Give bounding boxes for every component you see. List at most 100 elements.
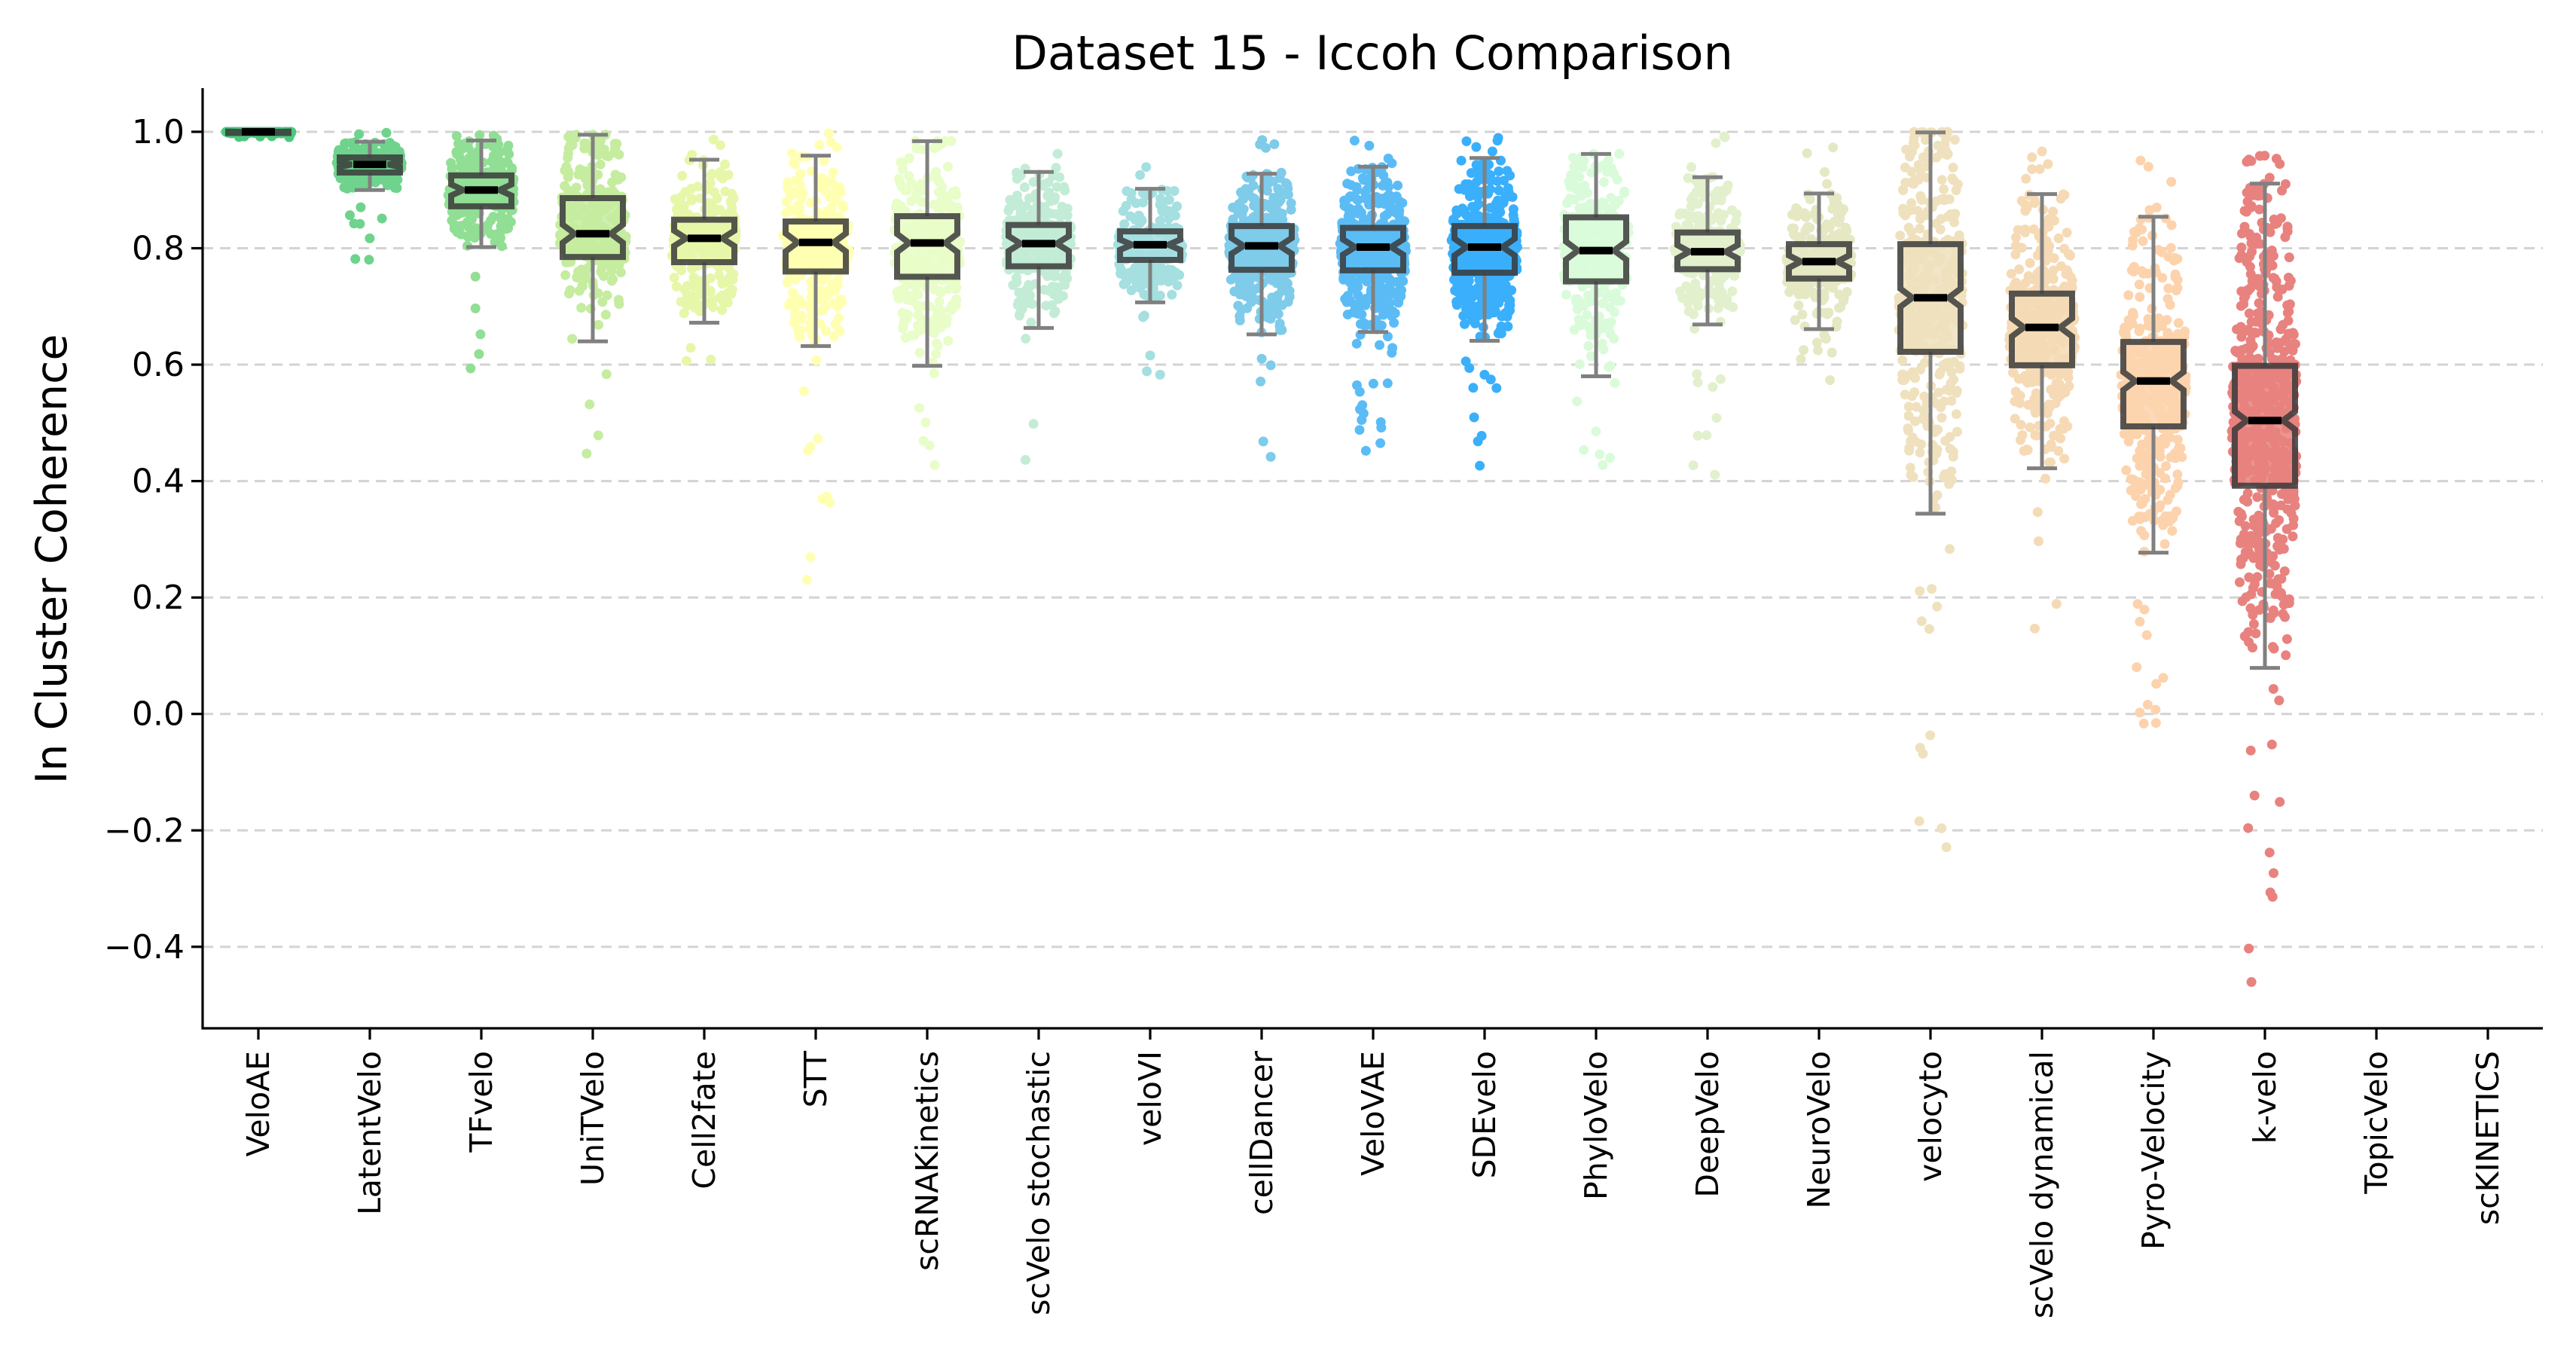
data-point bbox=[1360, 321, 1370, 331]
data-point bbox=[345, 210, 355, 221]
data-point bbox=[1710, 469, 1720, 480]
y-tick-label: 0.2 bbox=[132, 579, 185, 617]
data-point bbox=[1339, 200, 1350, 211]
data-point bbox=[1355, 404, 1365, 414]
data-point bbox=[612, 171, 622, 182]
data-point bbox=[1916, 195, 1927, 205]
data-point bbox=[1799, 208, 1810, 218]
data-point bbox=[356, 202, 366, 212]
data-point bbox=[1471, 142, 1482, 152]
data-point bbox=[1949, 356, 1959, 367]
data-point bbox=[679, 308, 689, 319]
data-point bbox=[708, 134, 719, 145]
data-point bbox=[1284, 292, 1295, 302]
data-point bbox=[1242, 271, 1252, 282]
data-point bbox=[1155, 369, 1165, 380]
data-point bbox=[1606, 193, 1616, 203]
data-point bbox=[1952, 386, 1962, 396]
chart-title: Dataset 15 - Iccoh Comparison bbox=[1012, 26, 1733, 81]
data-point bbox=[475, 130, 485, 140]
data-point bbox=[1786, 284, 1796, 295]
data-point bbox=[1906, 166, 1917, 177]
data-point bbox=[706, 170, 716, 181]
data-point bbox=[1946, 475, 1957, 485]
data-point bbox=[1028, 419, 1039, 429]
data-point bbox=[1268, 193, 1279, 203]
data-point bbox=[1471, 309, 1482, 319]
data-point bbox=[1494, 326, 1505, 337]
data-point bbox=[931, 166, 942, 177]
data-point bbox=[1234, 275, 1244, 285]
data-point bbox=[1915, 447, 1925, 458]
data-point bbox=[612, 139, 622, 149]
data-point bbox=[470, 271, 481, 282]
data-point bbox=[1342, 292, 1353, 302]
data-point bbox=[1468, 383, 1479, 393]
data-point bbox=[486, 215, 496, 226]
data-point bbox=[1349, 136, 1360, 146]
data-point bbox=[932, 312, 943, 322]
data-point bbox=[1934, 369, 1945, 380]
data-point bbox=[1824, 280, 1834, 291]
data-point bbox=[1348, 208, 1358, 218]
data-point bbox=[1927, 584, 1937, 594]
data-point bbox=[1048, 308, 1059, 319]
y-axis-label: In Cluster Coherence bbox=[27, 334, 77, 783]
data-point bbox=[365, 233, 375, 243]
data-point bbox=[602, 290, 612, 301]
data-point bbox=[823, 178, 834, 188]
data-point bbox=[789, 303, 800, 313]
data-point bbox=[1679, 208, 1689, 218]
data-point bbox=[1813, 345, 1823, 356]
data-point bbox=[1058, 291, 1068, 301]
data-point bbox=[598, 271, 609, 281]
data-point bbox=[495, 147, 505, 157]
data-point bbox=[501, 224, 511, 234]
data-point bbox=[593, 430, 603, 441]
data-point bbox=[563, 289, 574, 299]
data-point bbox=[938, 202, 948, 212]
data-point bbox=[1612, 175, 1622, 185]
data-point bbox=[1393, 294, 1404, 304]
data-point bbox=[835, 295, 845, 305]
data-point bbox=[1491, 198, 1501, 209]
data-point bbox=[707, 295, 718, 306]
data-point bbox=[1598, 298, 1608, 309]
data-point bbox=[782, 277, 792, 288]
data-point bbox=[465, 363, 476, 374]
data-point bbox=[1397, 275, 1408, 286]
data-point bbox=[1470, 287, 1481, 297]
data-point bbox=[451, 130, 462, 141]
data-point bbox=[676, 192, 686, 203]
data-point bbox=[951, 294, 962, 304]
data-point bbox=[823, 128, 834, 139]
data-point bbox=[1456, 155, 1467, 166]
data-point bbox=[469, 233, 480, 243]
data-point bbox=[1910, 416, 1920, 426]
data-point bbox=[1899, 375, 1909, 386]
data-point bbox=[714, 270, 725, 280]
data-point bbox=[598, 259, 608, 269]
y-tick-label: 1.0 bbox=[132, 113, 185, 151]
data-point bbox=[1827, 347, 1837, 358]
data-point bbox=[475, 329, 486, 340]
data-point bbox=[682, 301, 692, 311]
data-point bbox=[1282, 179, 1293, 190]
data-point bbox=[1012, 191, 1022, 200]
data-point bbox=[1015, 309, 1025, 319]
data-point bbox=[1041, 301, 1051, 311]
data-point bbox=[1915, 743, 1925, 753]
data-point bbox=[1374, 286, 1384, 296]
y-tick-label: 0.4 bbox=[132, 463, 185, 501]
data-point bbox=[1903, 222, 1914, 233]
y-tick-label: −0.2 bbox=[104, 811, 185, 850]
data-point bbox=[1731, 216, 1741, 227]
data-point bbox=[1692, 369, 1702, 380]
data-point bbox=[1920, 357, 1930, 368]
data-point bbox=[1914, 816, 1924, 826]
data-point bbox=[595, 159, 606, 170]
data-point bbox=[1606, 317, 1616, 328]
data-point bbox=[1688, 460, 1699, 471]
y-axis-ticks: −0.4−0.20.00.20.40.60.81.0 bbox=[104, 113, 203, 967]
data-point bbox=[1931, 218, 1942, 229]
